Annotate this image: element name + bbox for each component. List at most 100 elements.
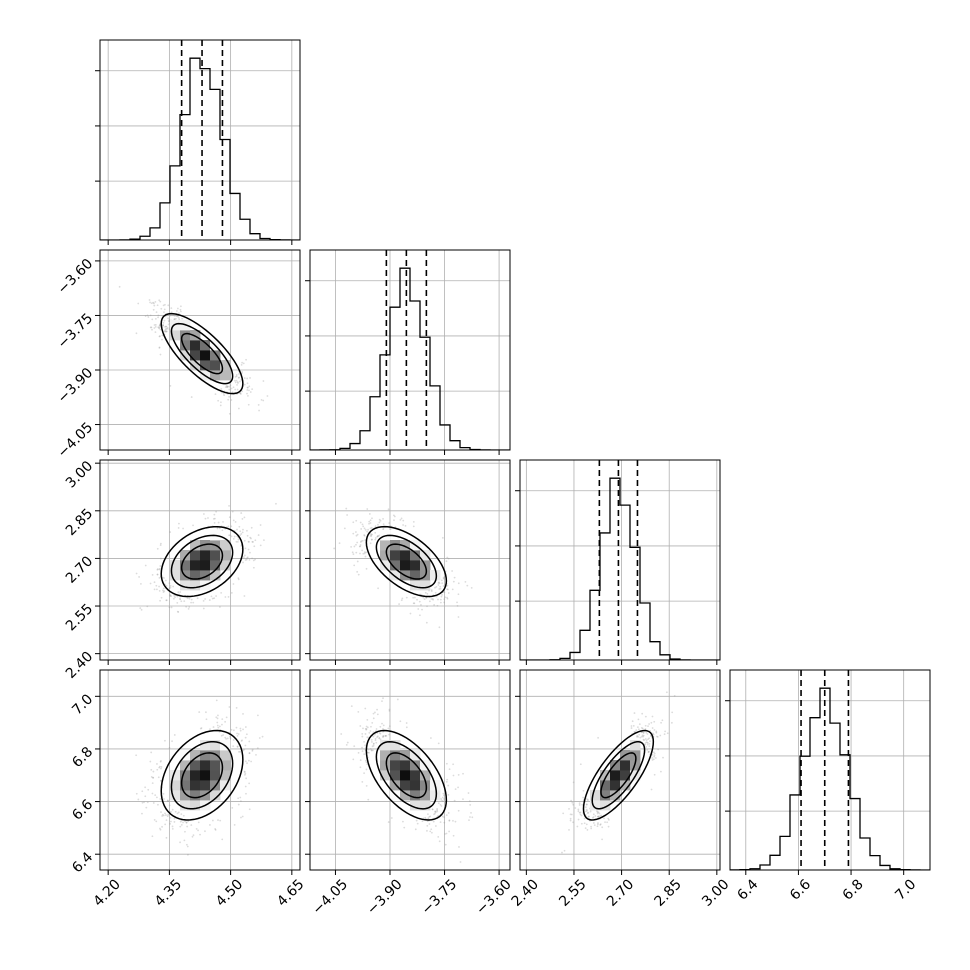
density-cell: [380, 770, 391, 781]
scatter-point: [597, 811, 600, 814]
scatter-point: [224, 736, 227, 739]
scatter-point: [360, 528, 363, 530]
scatter-point: [443, 598, 446, 601]
scatter-point: [590, 825, 592, 828]
scatter-point: [359, 766, 362, 769]
density-cell: [610, 790, 621, 801]
scatter-point: [158, 765, 161, 768]
density-cell: [610, 760, 621, 771]
scatter-point: [239, 800, 242, 803]
scatter-point: [160, 596, 163, 599]
scatter-point: [230, 387, 233, 390]
scatter-point: [149, 314, 152, 317]
scatter-point: [239, 727, 242, 730]
scatter-point: [387, 727, 390, 730]
scatter-point: [247, 395, 249, 397]
scatter-point: [220, 591, 223, 594]
density-cell: [210, 560, 221, 571]
scatter-point: [579, 811, 582, 814]
scatter-point: [247, 540, 250, 543]
scatter-point: [434, 825, 437, 827]
scatter-point: [388, 725, 391, 728]
scatter-point: [151, 328, 153, 331]
density-cell: [190, 580, 201, 591]
scatter-point: [661, 719, 664, 722]
scatter-point: [644, 728, 647, 730]
scatter-point: [150, 751, 153, 754]
scatter-point: [400, 599, 403, 602]
scatter-point: [430, 598, 433, 600]
scatter-point: [248, 752, 251, 754]
scatter-point: [371, 741, 373, 743]
scatter-point: [398, 603, 400, 605]
contours: [582, 729, 655, 821]
density-cell: [420, 790, 431, 801]
scatter-point: [232, 519, 235, 522]
scatter-point: [645, 739, 648, 742]
scatter-point: [252, 566, 255, 569]
scatter-point: [190, 598, 193, 601]
scatter-point: [413, 602, 416, 605]
density-cell: [380, 550, 391, 561]
scatter-point: [369, 730, 372, 732]
scatter-point: [640, 735, 643, 738]
scatter-point: [159, 779, 162, 782]
scatter-point: [561, 851, 563, 854]
scatter-point: [177, 316, 180, 319]
scatter-point: [379, 519, 382, 522]
scatter-point: [434, 812, 436, 815]
scatter-point: [596, 810, 598, 813]
density-cell: [190, 550, 201, 561]
scatter-point: [135, 754, 138, 757]
scatter-point: [224, 386, 227, 388]
scatter-point: [346, 741, 349, 744]
scatter-point: [653, 773, 656, 776]
density-cell: [210, 740, 221, 751]
scatter-point: [600, 814, 603, 817]
scatter-point: [158, 346, 161, 349]
scatter-point: [646, 733, 649, 735]
density-cell: [180, 780, 191, 791]
panel-frame: [309, 669, 511, 871]
scatter-point: [599, 823, 602, 826]
scatter-point: [355, 551, 358, 554]
scatter-point: [220, 734, 223, 737]
scatter-point: [345, 743, 348, 746]
scatter-point: [359, 521, 362, 524]
scatter-point: [167, 319, 170, 322]
scatter-point: [631, 720, 634, 723]
density-cell: [190, 800, 201, 811]
scatter-point: [663, 733, 666, 736]
scatter-point: [358, 545, 361, 548]
scatter-point: [243, 539, 246, 542]
scatter-point: [384, 734, 387, 737]
scatter-point: [217, 714, 219, 717]
scatter-point: [447, 784, 450, 787]
scatter-point: [647, 725, 649, 728]
scatter-point: [225, 737, 228, 740]
density-cell: [170, 560, 181, 571]
contour-1sigma: [385, 752, 428, 799]
scatter-point: [168, 804, 171, 807]
scatter-point: [418, 614, 421, 617]
density-cell: [220, 770, 231, 781]
contour-1.5sigma: [170, 740, 234, 810]
scatter-point: [237, 578, 240, 581]
scatter-point: [376, 708, 378, 711]
scatter-point: [469, 816, 471, 818]
scatter-point: [570, 799, 573, 802]
scatter-point: [353, 564, 356, 567]
scatter-point: [160, 811, 162, 813]
scatter-point: [233, 379, 236, 382]
scatter-point: [364, 555, 367, 558]
scatter-point: [367, 748, 370, 751]
scatter-point: [179, 591, 182, 593]
scatter-point: [371, 517, 373, 520]
scatter-point: [427, 813, 429, 816]
scatter-point: [166, 327, 169, 329]
scatter-point: [176, 307, 179, 310]
density-cell: [380, 740, 391, 751]
scatter-point: [190, 824, 193, 826]
scatter-point: [363, 552, 366, 555]
scatter-point: [608, 818, 610, 821]
